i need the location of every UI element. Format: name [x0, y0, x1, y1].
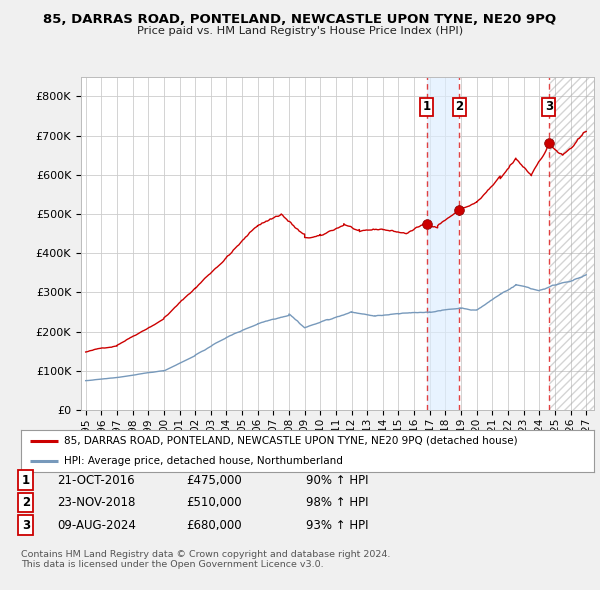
Text: 23-NOV-2018: 23-NOV-2018	[57, 496, 136, 509]
Text: 93% ↑ HPI: 93% ↑ HPI	[306, 519, 368, 532]
Text: £475,000: £475,000	[186, 474, 242, 487]
Text: 21-OCT-2016: 21-OCT-2016	[57, 474, 134, 487]
Text: 09-AUG-2024: 09-AUG-2024	[57, 519, 136, 532]
Text: 3: 3	[22, 519, 30, 532]
Text: 2: 2	[22, 496, 30, 509]
Text: Price paid vs. HM Land Registry's House Price Index (HPI): Price paid vs. HM Land Registry's House …	[137, 26, 463, 36]
Text: 98% ↑ HPI: 98% ↑ HPI	[306, 496, 368, 509]
Text: £510,000: £510,000	[186, 496, 242, 509]
Text: HPI: Average price, detached house, Northumberland: HPI: Average price, detached house, Nort…	[64, 457, 343, 466]
Text: 1: 1	[423, 100, 431, 113]
Bar	[427, 77, 460, 410]
Text: £680,000: £680,000	[186, 519, 242, 532]
Bar	[549, 77, 594, 410]
Text: 85, DARRAS ROAD, PONTELAND, NEWCASTLE UPON TYNE, NE20 9PQ (detached house): 85, DARRAS ROAD, PONTELAND, NEWCASTLE UP…	[64, 436, 518, 446]
Text: Contains HM Land Registry data © Crown copyright and database right 2024.
This d: Contains HM Land Registry data © Crown c…	[21, 550, 391, 569]
Text: 2: 2	[455, 100, 464, 113]
Text: 85, DARRAS ROAD, PONTELAND, NEWCASTLE UPON TYNE, NE20 9PQ: 85, DARRAS ROAD, PONTELAND, NEWCASTLE UP…	[43, 13, 557, 26]
Text: 3: 3	[545, 100, 553, 113]
Text: 1: 1	[22, 474, 30, 487]
Text: 90% ↑ HPI: 90% ↑ HPI	[306, 474, 368, 487]
